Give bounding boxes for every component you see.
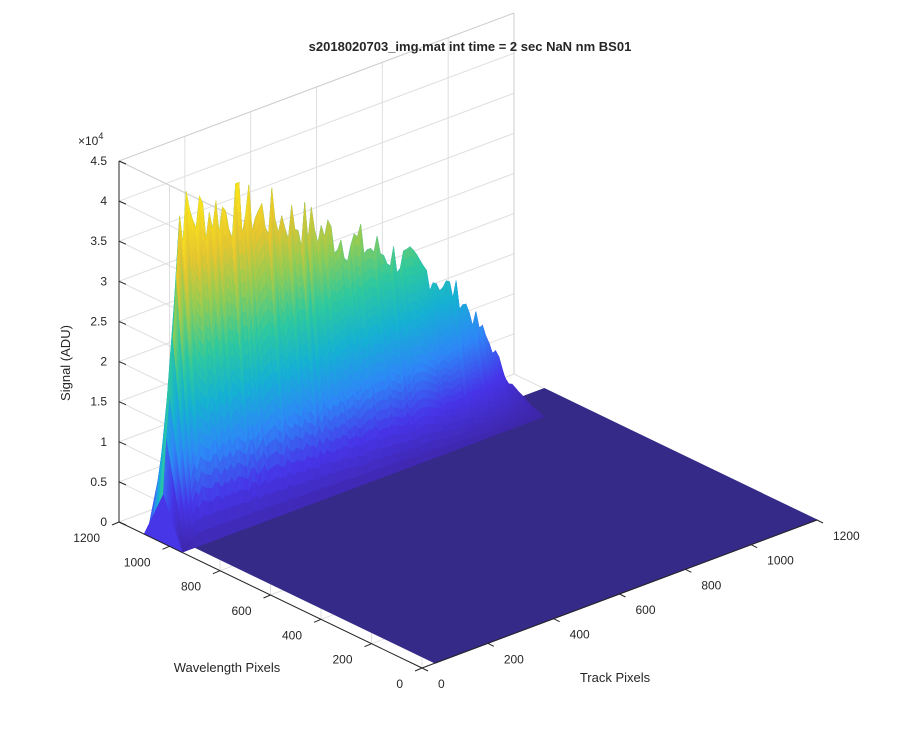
z-tick-label: 1 <box>100 435 107 449</box>
z-tick <box>118 361 127 366</box>
grid-line <box>118 52 515 202</box>
z-tick <box>118 521 127 526</box>
y-axis-label: Wavelength Pixels <box>174 660 281 675</box>
z-tick-label: 3 <box>100 274 107 288</box>
y-tick-label: 1200 <box>73 531 100 545</box>
z-tick <box>118 280 127 285</box>
z-exponent-label: ×104 <box>78 131 103 148</box>
x-tick-label: 400 <box>570 628 590 642</box>
x-tick-label: 1000 <box>767 554 794 568</box>
y-tick-label: 800 <box>181 580 201 594</box>
y-tick <box>212 570 221 575</box>
x-tick <box>553 618 560 623</box>
z-tick <box>118 441 127 446</box>
z-tick <box>118 320 127 325</box>
y-tick <box>263 594 271 599</box>
x-tick <box>421 667 429 672</box>
x-tick-label: 1200 <box>833 529 860 543</box>
x-tick <box>750 544 758 549</box>
y-tick <box>111 521 120 526</box>
z-tick-label: 4 <box>100 194 107 208</box>
z-tick-label: 4.5 <box>90 154 107 168</box>
y-tick <box>162 545 170 550</box>
z-tick <box>118 401 127 406</box>
y-tick <box>414 667 423 672</box>
z-tick-label: 3.5 <box>90 234 107 248</box>
z-tick <box>118 240 127 245</box>
y-tick <box>364 643 372 648</box>
z-tick-label: 1.5 <box>90 395 107 409</box>
y-tick-label: 400 <box>282 628 302 642</box>
pane-edge <box>118 12 515 162</box>
y-tick-label: 600 <box>231 604 251 618</box>
y-tick <box>313 618 322 623</box>
x-tick <box>685 568 692 573</box>
z-tick <box>118 481 127 486</box>
x-tick <box>487 642 495 647</box>
x-tick-label: 0 <box>438 677 445 691</box>
x-tick-label: 200 <box>504 652 524 666</box>
axis-lines <box>111 160 824 672</box>
tick-labels: 0 0.5 1 1.5 2 2.5 3 3.5 4 4.5 0 200 400 600 800 1000 120… <box>73 154 860 691</box>
y-tick-label: 0 <box>396 677 403 691</box>
z-tick <box>118 200 127 205</box>
z-tick-label: 0.5 <box>90 475 107 489</box>
z-exponent-base: ×10 <box>78 134 99 148</box>
x-tick <box>816 519 824 524</box>
z-tick-label: 2 <box>100 355 107 369</box>
y-tick-label: 1000 <box>124 555 151 569</box>
z-tick <box>118 160 127 165</box>
z-axis-label: Signal (ADU) <box>58 325 73 401</box>
surface-plot <box>143 181 819 664</box>
x-axis-label: Track Pixels <box>580 670 651 685</box>
x-tick-label: 600 <box>636 603 656 617</box>
z-exponent-power: 4 <box>98 131 103 141</box>
x-tick-label: 800 <box>701 578 721 592</box>
x-tick <box>619 593 626 598</box>
surface-patch <box>521 394 527 401</box>
z-tick-label: 0 <box>100 515 107 529</box>
z-tick-label: 2.5 <box>90 314 107 328</box>
y-tick-label: 200 <box>332 653 352 667</box>
chart-title: s2018020703_img.mat int time = 2 sec NaN… <box>309 39 632 54</box>
